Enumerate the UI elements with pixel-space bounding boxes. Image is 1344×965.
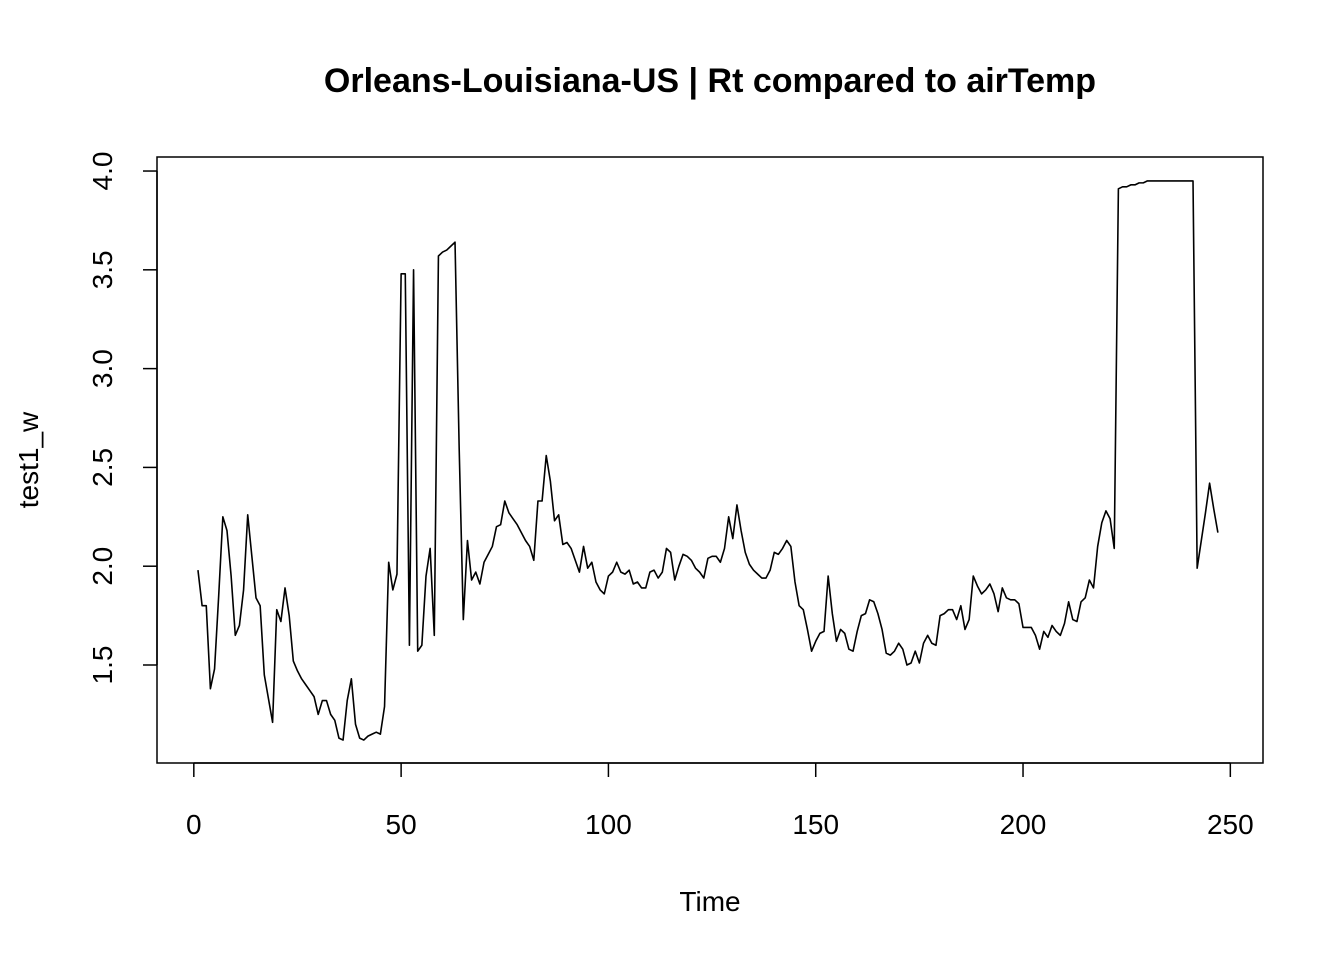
x-axis-label: Time (679, 886, 740, 917)
x-tick-label: 150 (792, 809, 839, 840)
y-tick-label: 3.5 (87, 250, 118, 289)
y-tick-label: 4.0 (87, 152, 118, 191)
chart-title: Orleans-Louisiana-US | Rt compared to ai… (324, 62, 1096, 100)
y-tick-label: 2.0 (87, 547, 118, 586)
x-tick-label: 100 (585, 809, 632, 840)
x-tick-label: 250 (1207, 809, 1254, 840)
y-axis-label: test1_w (13, 411, 44, 508)
y-tick-label: 3.0 (87, 349, 118, 388)
data-line (197, 180, 1219, 741)
x-tick-label: 200 (1000, 809, 1047, 840)
y-tick-label: 2.5 (87, 448, 118, 487)
y-tick-label: 1.5 (87, 646, 118, 685)
x-tick-label: 50 (386, 809, 417, 840)
x-tick-label: 0 (186, 809, 202, 840)
